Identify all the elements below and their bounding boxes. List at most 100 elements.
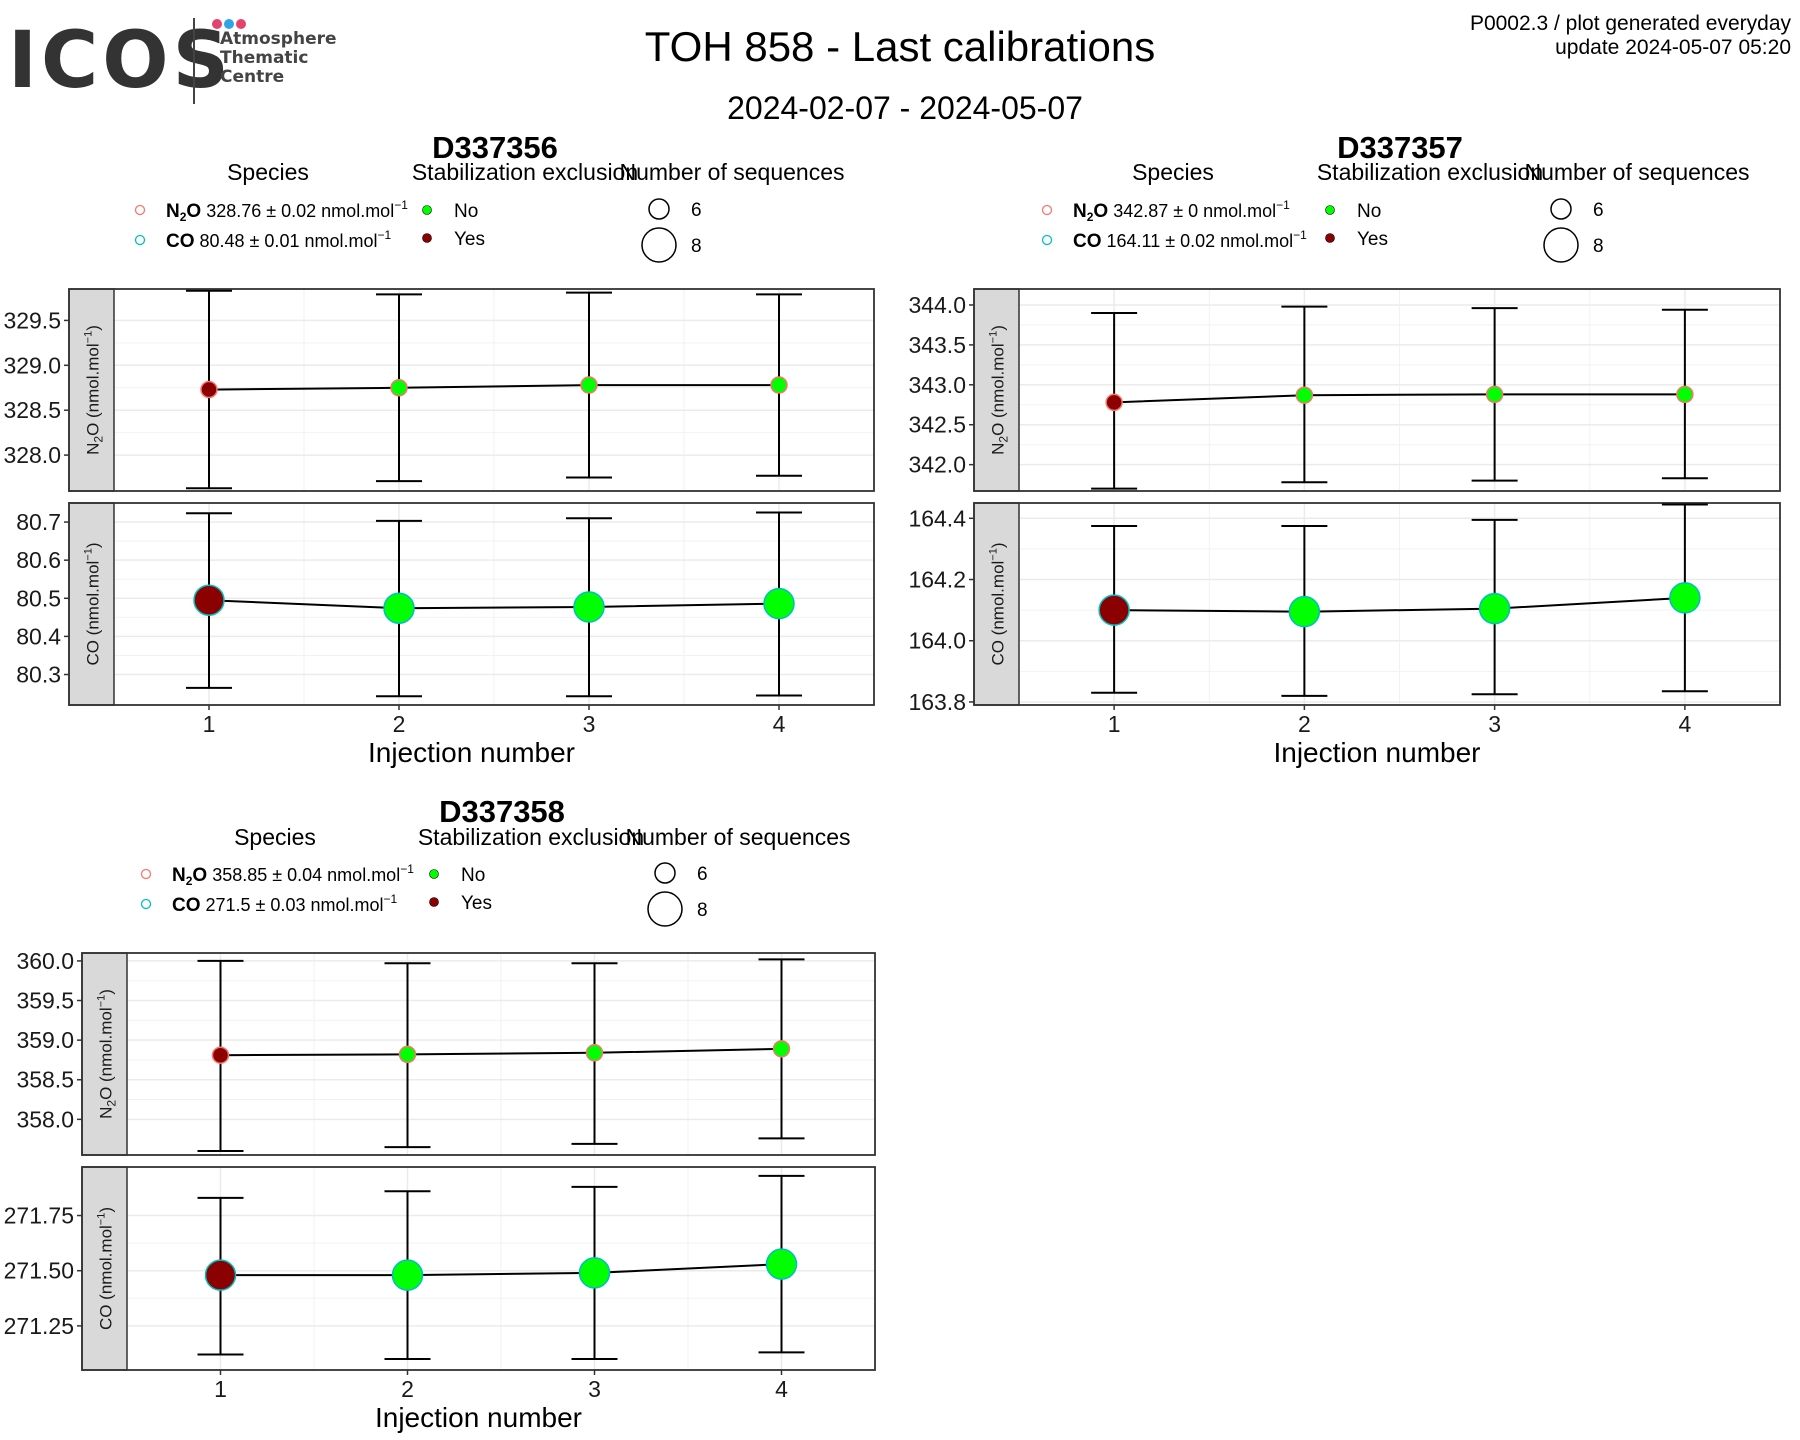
data-point <box>578 1257 611 1289</box>
x-tick-label: 4 <box>773 711 786 737</box>
series-line <box>1114 596 1685 613</box>
panel-ylabel: CO (nmol.mol−1) <box>83 542 103 665</box>
chart-title: D337357 <box>1337 130 1463 165</box>
series-line <box>220 1263 782 1277</box>
update-time: update 2024-05-07 05:20 <box>1555 36 1791 59</box>
y-tick-label: 359.5 <box>16 988 74 1014</box>
legend-species-key <box>134 234 146 246</box>
data-point <box>204 1259 237 1291</box>
data-point <box>1478 592 1511 625</box>
logo-dot <box>224 19 234 29</box>
legend-title-stabilization: Stabilization exclusion <box>418 824 644 850</box>
data-point <box>1288 595 1321 628</box>
panel-ylabel: N2O (nmol.mol−1) <box>83 325 106 455</box>
x-axis-title: Injection number <box>375 1402 582 1433</box>
legend-title-sequences: Number of sequences <box>619 159 844 185</box>
panel-ylabel: N2O (nmol.mol−1) <box>96 989 119 1119</box>
data-point <box>585 1044 604 1062</box>
panel-strip <box>973 502 1020 706</box>
y-tick-label: 328.0 <box>3 442 61 468</box>
legend-species-label: CO 80.48 ± 0.01 nmol.mol−1 <box>166 228 391 252</box>
panel-ylabel: N2O (nmol.mol−1) <box>988 325 1011 455</box>
data-point <box>763 587 795 620</box>
co-panel: CO (nmol.mol−1) 163.8 164.0 164.2 164.4 <box>908 502 1781 715</box>
y-tick-label: 329.0 <box>3 352 61 378</box>
data-point <box>193 584 225 616</box>
y-tick-label: 80.4 <box>16 623 61 649</box>
x-axis-title: Injection number <box>368 737 575 768</box>
legend-seq-large-key <box>1543 227 1579 263</box>
legend-stab-no-label: No <box>454 201 478 222</box>
panel-border <box>68 502 875 706</box>
legend-seq-large-label: 8 <box>1593 236 1604 257</box>
data-point <box>770 376 788 394</box>
y-tick-label: 164.4 <box>908 505 966 531</box>
data-point <box>211 1046 230 1064</box>
logo-sub-line: Thematic <box>220 48 309 68</box>
x-tick-label: 3 <box>1488 711 1501 737</box>
legend-stab-yes-label: Yes <box>461 893 492 914</box>
legend-seq-small-label: 6 <box>697 864 708 885</box>
co-panel: CO (nmol.mol−1) 80.3 80.4 80.5 80.6 80.7 <box>16 502 875 706</box>
panel-strip <box>68 288 115 492</box>
legend-seq-large-key <box>647 891 683 927</box>
logo-dots <box>212 16 248 29</box>
data-point <box>390 379 408 397</box>
y-tick-label: 342.5 <box>908 412 966 438</box>
y-tick-label: 80.5 <box>16 585 61 611</box>
logo-divider <box>193 18 195 104</box>
x-tick-label: 2 <box>393 711 406 737</box>
date-range: 2024-02-07 - 2024-05-07 <box>727 90 1083 126</box>
data-point <box>383 592 415 624</box>
plot-info: P0002.3 / plot generated everyday update… <box>1470 12 1791 60</box>
legend-seq-large-label: 8 <box>697 900 708 921</box>
legend-species-key <box>134 204 146 216</box>
panel-border <box>68 288 875 492</box>
y-tick-label: 271.75 <box>4 1203 74 1229</box>
legend-seq-large-label: 8 <box>691 236 702 257</box>
chart-title: D337358 <box>439 794 565 829</box>
legend-stab-no-key <box>429 869 439 879</box>
logo-dot <box>212 19 222 29</box>
x-tick-label: 3 <box>588 1376 601 1402</box>
series-line <box>220 1047 782 1057</box>
data-point <box>1669 582 1701 614</box>
series-line <box>208 599 780 610</box>
y-tick-label: 271.25 <box>4 1313 74 1339</box>
legend-species-key <box>140 898 152 910</box>
y-tick-label: 344.0 <box>908 292 966 318</box>
page-title: TOH 858 - Last calibrations <box>644 23 1156 70</box>
y-tick-label: 271.50 <box>4 1258 74 1284</box>
legend-species-label: CO 271.5 ± 0.03 nmol.mol−1 <box>172 892 397 916</box>
legend-seq-large-key <box>641 227 677 263</box>
data-point <box>1105 393 1123 412</box>
y-tick-label: 164.0 <box>908 628 966 654</box>
data-point <box>765 1248 798 1280</box>
legend-stab-no-label: No <box>1357 201 1381 222</box>
legend-title-species: Species <box>227 159 309 185</box>
data-point <box>580 376 598 394</box>
y-tick-label: 328.5 <box>3 397 61 423</box>
legend-species-label: CO 164.11 ± 0.02 nmol.mol−1 <box>1073 228 1307 252</box>
y-tick-label: 80.7 <box>16 509 61 535</box>
legend-species-key <box>1041 234 1053 246</box>
x-tick-label: 1 <box>203 711 216 737</box>
y-tick-label: 80.6 <box>16 547 61 573</box>
y-tick-label: 343.0 <box>908 372 966 398</box>
legend-stab-yes-key <box>1325 233 1335 243</box>
y-tick-label: 358.5 <box>16 1067 74 1093</box>
icos-logo: ICOS Atmosphere Thematic Centre <box>8 14 338 109</box>
legend-title-stabilization: Stabilization exclusion <box>412 159 638 185</box>
data-point <box>200 380 218 399</box>
plot-id: P0002.3 / plot generated everyday <box>1469 12 1791 35</box>
data-point <box>398 1045 417 1064</box>
x-tick-label: 4 <box>1678 711 1691 737</box>
logo-subtitle: Atmosphere Thematic Centre <box>220 30 337 87</box>
logo-sub-line: Centre <box>220 67 285 87</box>
y-tick-label: 329.5 <box>3 307 61 333</box>
x-tick-label: 2 <box>1298 711 1311 737</box>
y-tick-label: 342.0 <box>908 452 966 478</box>
x-tick-label: 1 <box>214 1376 227 1402</box>
legend-stab-yes-key <box>429 897 439 907</box>
